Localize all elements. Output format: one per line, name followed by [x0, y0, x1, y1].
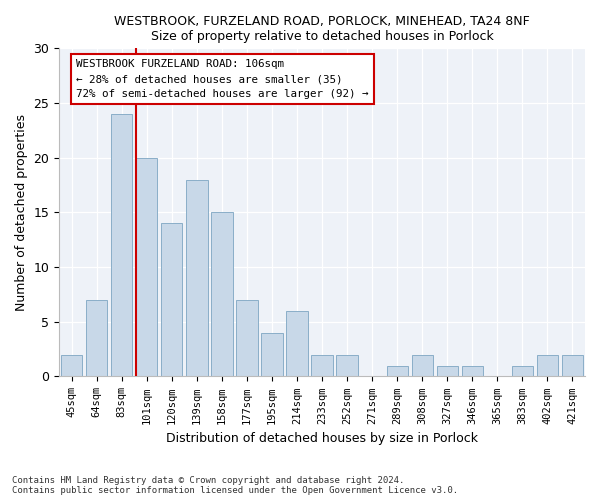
Bar — [136, 158, 157, 376]
Bar — [86, 300, 107, 376]
Bar — [161, 224, 182, 376]
Bar — [461, 366, 483, 376]
Bar — [512, 366, 533, 376]
Bar — [236, 300, 257, 376]
Bar — [337, 354, 358, 376]
Bar — [262, 332, 283, 376]
Bar — [437, 366, 458, 376]
Bar — [211, 212, 233, 376]
Bar — [286, 311, 308, 376]
Y-axis label: Number of detached properties: Number of detached properties — [15, 114, 28, 311]
Text: WESTBROOK FURZELAND ROAD: 106sqm
← 28% of detached houses are smaller (35)
72% o: WESTBROOK FURZELAND ROAD: 106sqm ← 28% o… — [76, 60, 368, 99]
Title: WESTBROOK, FURZELAND ROAD, PORLOCK, MINEHEAD, TA24 8NF
Size of property relative: WESTBROOK, FURZELAND ROAD, PORLOCK, MINE… — [114, 15, 530, 43]
Bar — [412, 354, 433, 376]
Bar — [111, 114, 133, 376]
Bar — [537, 354, 558, 376]
Bar — [386, 366, 408, 376]
Bar — [61, 354, 82, 376]
Bar — [562, 354, 583, 376]
Text: Contains HM Land Registry data © Crown copyright and database right 2024.
Contai: Contains HM Land Registry data © Crown c… — [12, 476, 458, 495]
Bar — [186, 180, 208, 376]
X-axis label: Distribution of detached houses by size in Porlock: Distribution of detached houses by size … — [166, 432, 478, 445]
Bar — [311, 354, 333, 376]
